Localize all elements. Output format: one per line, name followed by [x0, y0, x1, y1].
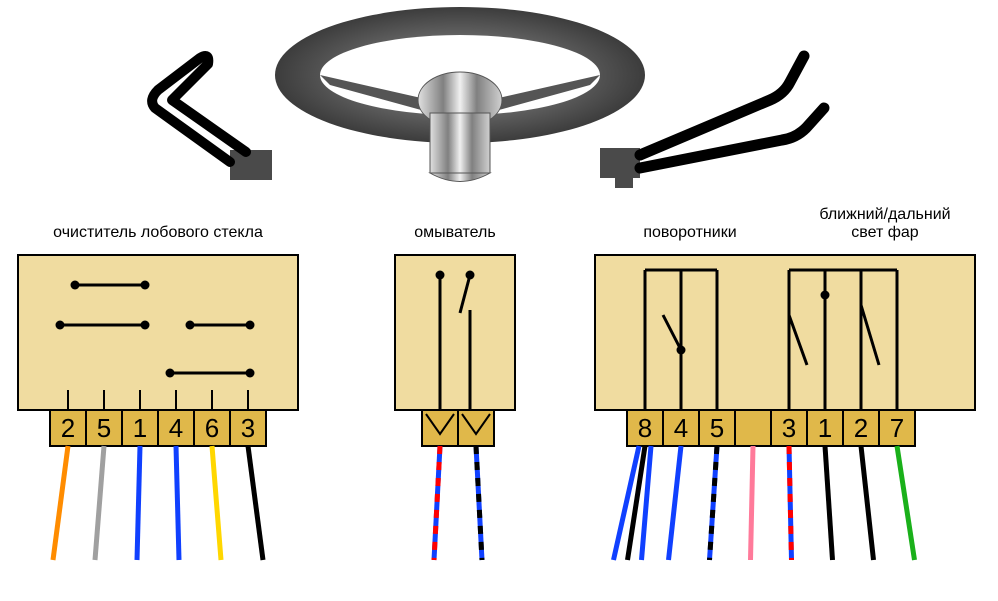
svg-text:5: 5: [97, 413, 111, 443]
label-wiper: очиститель лобового стекла: [18, 224, 298, 242]
label-turn: поворотники: [595, 224, 785, 242]
svg-text:7: 7: [890, 413, 904, 443]
svg-text:3: 3: [782, 413, 796, 443]
wiring-diagram: 2514638453127: [0, 0, 998, 601]
svg-text:2: 2: [854, 413, 868, 443]
svg-text:6: 6: [205, 413, 219, 443]
svg-text:1: 1: [133, 413, 147, 443]
label-beams: ближний/дальний свет фар: [790, 206, 980, 242]
label-washer: омыватель: [395, 224, 515, 242]
svg-text:3: 3: [241, 413, 255, 443]
svg-text:4: 4: [674, 413, 688, 443]
svg-text:2: 2: [61, 413, 75, 443]
svg-text:8: 8: [638, 413, 652, 443]
svg-text:5: 5: [710, 413, 724, 443]
svg-text:1: 1: [818, 413, 832, 443]
svg-text:4: 4: [169, 413, 183, 443]
